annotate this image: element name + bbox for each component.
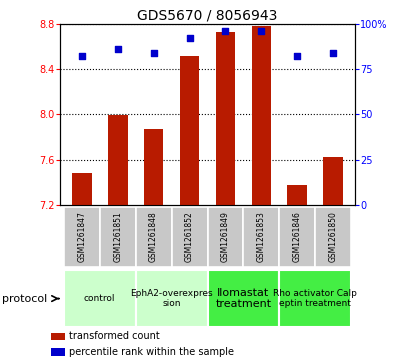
Text: EphA2-overexpres
sion: EphA2-overexpres sion [130, 289, 213, 308]
Bar [144, 129, 164, 205]
Bar [208, 270, 279, 327]
Bar [136, 207, 171, 267]
Point [258, 28, 265, 34]
Bar [51, 348, 65, 356]
Text: GSM1261851: GSM1261851 [113, 211, 122, 262]
Bar [215, 32, 235, 205]
Text: protocol: protocol [2, 294, 47, 303]
Text: GSM1261847: GSM1261847 [77, 211, 86, 262]
Bar [288, 185, 307, 205]
Bar [279, 270, 351, 327]
Bar [72, 174, 92, 205]
Bar [323, 158, 343, 205]
Bar [100, 207, 136, 267]
Text: Rho activator Calp
eptin treatment: Rho activator Calp eptin treatment [273, 289, 357, 308]
Text: percentile rank within the sample: percentile rank within the sample [69, 347, 234, 357]
Text: GSM1261846: GSM1261846 [293, 211, 302, 262]
Point [294, 53, 300, 59]
Text: transformed count: transformed count [69, 331, 160, 341]
Point [150, 50, 157, 56]
Title: GDS5670 / 8056943: GDS5670 / 8056943 [137, 8, 278, 23]
Text: GSM1261850: GSM1261850 [329, 211, 338, 262]
Bar [251, 26, 271, 205]
Bar [64, 270, 136, 327]
Text: GSM1261852: GSM1261852 [185, 211, 194, 262]
Point [186, 35, 193, 41]
Bar [208, 207, 244, 267]
Text: GSM1261848: GSM1261848 [149, 211, 158, 262]
Bar [315, 207, 351, 267]
Text: GSM1261849: GSM1261849 [221, 211, 230, 262]
Bar [108, 115, 127, 205]
Bar [180, 57, 200, 205]
Bar [136, 270, 208, 327]
Text: GSM1261853: GSM1261853 [257, 211, 266, 262]
Point [222, 28, 229, 34]
Point [115, 46, 121, 52]
Bar [51, 333, 65, 340]
Point [78, 53, 85, 59]
Bar [279, 207, 315, 267]
Point [330, 50, 337, 56]
Bar [64, 207, 100, 267]
Bar [171, 207, 208, 267]
Text: control: control [84, 294, 115, 303]
Text: Ilomastat
treatment: Ilomastat treatment [215, 288, 271, 309]
Bar [244, 207, 279, 267]
